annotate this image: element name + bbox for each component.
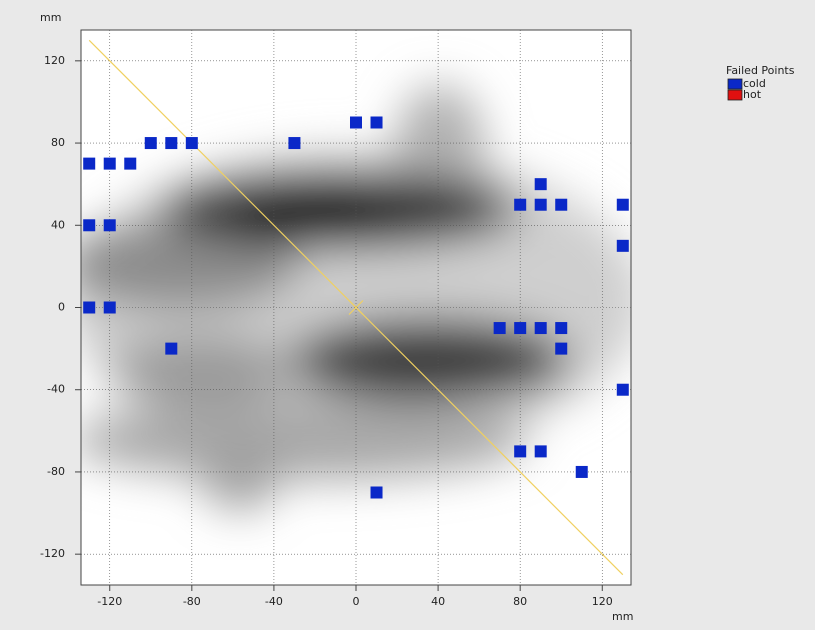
point-marker xyxy=(535,199,547,211)
screen: mm mm Failed Points -120 -80 -40 0 40 80 120 -1… xyxy=(0,0,815,630)
point-marker xyxy=(83,302,95,314)
y-tick-label: 0 xyxy=(58,301,65,314)
x-tick-label: -120 xyxy=(97,595,122,608)
y-tick-label: 120 xyxy=(44,54,65,67)
legend-swatch xyxy=(728,90,742,100)
x-tick-label: 40 xyxy=(431,595,445,608)
point-marker xyxy=(555,199,567,211)
point-marker xyxy=(535,322,547,334)
y-tick-label: 80 xyxy=(51,136,65,149)
point-marker xyxy=(371,117,383,129)
point-marker xyxy=(83,158,95,170)
point-marker xyxy=(617,384,629,396)
point-marker xyxy=(514,322,526,334)
y-tick-label: -40 xyxy=(47,383,65,396)
point-marker xyxy=(104,302,116,314)
point-marker xyxy=(104,158,116,170)
point-marker xyxy=(124,158,136,170)
x-axis-label: mm xyxy=(612,610,633,623)
point-marker xyxy=(555,322,567,334)
y-tick-label: -120 xyxy=(40,547,65,560)
point-marker xyxy=(535,178,547,190)
point-marker xyxy=(371,487,383,499)
point-marker xyxy=(617,199,629,211)
point-marker xyxy=(514,199,526,211)
y-tick-label: -80 xyxy=(47,465,65,478)
point-marker xyxy=(104,219,116,231)
x-tick-label: 0 xyxy=(353,595,360,608)
x-tick-label: 120 xyxy=(592,595,613,608)
point-marker xyxy=(83,219,95,231)
legend-swatch xyxy=(728,79,742,89)
x-tick-label: 80 xyxy=(513,595,527,608)
point-marker xyxy=(186,137,198,149)
point-marker xyxy=(535,445,547,457)
point-marker xyxy=(494,322,506,334)
legend-title: Failed Points xyxy=(726,64,795,77)
point-marker xyxy=(288,137,300,149)
y-axis-label: mm xyxy=(40,11,61,24)
point-marker xyxy=(145,137,157,149)
point-marker xyxy=(350,117,362,129)
point-marker xyxy=(576,466,588,478)
x-tick-label: -40 xyxy=(265,595,283,608)
point-marker xyxy=(165,343,177,355)
x-tick-label: -80 xyxy=(183,595,201,608)
y-tick-label: 40 xyxy=(51,218,65,231)
point-marker xyxy=(555,343,567,355)
point-marker xyxy=(514,445,526,457)
point-marker xyxy=(617,240,629,252)
point-marker xyxy=(165,137,177,149)
legend-label: hot xyxy=(743,88,762,101)
